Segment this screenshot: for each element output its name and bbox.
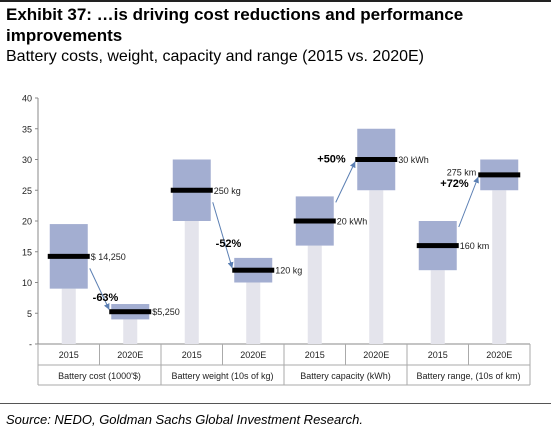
group-label: Battery capacity (kWh) <box>300 371 391 381</box>
source-rule <box>0 403 551 404</box>
x-category-label: 2020E <box>363 350 389 360</box>
value-label: 30 kWh <box>398 155 429 165</box>
x-category-label: 2020E <box>486 350 512 360</box>
bar-stem <box>184 221 199 344</box>
y-tick-label: 40 <box>22 94 32 104</box>
value-marker <box>232 267 275 273</box>
bar-stem <box>123 319 138 344</box>
value-label: 250 kg <box>214 186 241 196</box>
change-arrow <box>335 161 356 203</box>
y-tick-label: 10 <box>22 278 32 288</box>
bar-stem <box>307 245 322 344</box>
change-percent-label: +72% <box>440 178 469 190</box>
value-label: $ 14,250 <box>91 252 126 262</box>
change-arrow <box>89 268 110 310</box>
y-tick-label: 25 <box>22 186 32 196</box>
value-marker <box>478 172 521 178</box>
value-marker <box>416 243 459 249</box>
change-arrow <box>212 202 234 269</box>
value-marker <box>355 157 398 162</box>
value-label: 120 kg <box>275 266 302 276</box>
value-label: 20 kWh <box>337 217 368 227</box>
bar-stem <box>492 190 507 344</box>
top-rule <box>0 0 551 2</box>
change-arrow <box>458 176 479 228</box>
value-marker <box>170 187 213 193</box>
y-tick-label: - <box>29 340 32 350</box>
exhibit-title: Exhibit 37: …is driving cost reductions … <box>6 5 464 45</box>
bar-stem <box>369 190 384 344</box>
x-category-label: 2015 <box>59 350 79 360</box>
bar-stem <box>61 288 76 344</box>
chart-subtitle: Battery costs, weight, capacity and rang… <box>6 48 425 65</box>
value-marker <box>109 309 152 315</box>
group-label: Battery weight (10s of kg) <box>171 371 273 381</box>
bar-stem <box>246 282 261 344</box>
value-label: 160 km <box>460 241 490 251</box>
group-label: Battery cost (1000'$) <box>58 371 141 381</box>
y-tick-label: 30 <box>22 155 32 165</box>
y-tick-label: 35 <box>22 124 32 134</box>
change-percent-label: +50% <box>317 153 346 165</box>
x-category-label: 2015 <box>182 350 202 360</box>
x-category-label: 2020E <box>117 350 143 360</box>
change-percent-label: -52% <box>216 238 242 250</box>
bar-stem <box>430 270 445 344</box>
value-marker <box>293 218 336 224</box>
group-label: Battery range, (10s of km) <box>416 371 520 381</box>
x-category-label: 2015 <box>305 350 325 360</box>
change-percent-label: -63% <box>93 292 119 304</box>
value-marker <box>47 253 90 259</box>
value-label: 275 km <box>447 168 477 178</box>
value-label: $5,250 <box>152 307 180 317</box>
y-tick-label: 15 <box>22 247 32 257</box>
x-category-label: 2020E <box>240 350 266 360</box>
source-note: Source: NEDO, Goldman Sachs Global Inves… <box>6 412 363 427</box>
x-category-label: 2015 <box>428 350 448 360</box>
y-tick-label: 20 <box>22 217 32 227</box>
y-tick-label: 5 <box>27 309 32 319</box>
